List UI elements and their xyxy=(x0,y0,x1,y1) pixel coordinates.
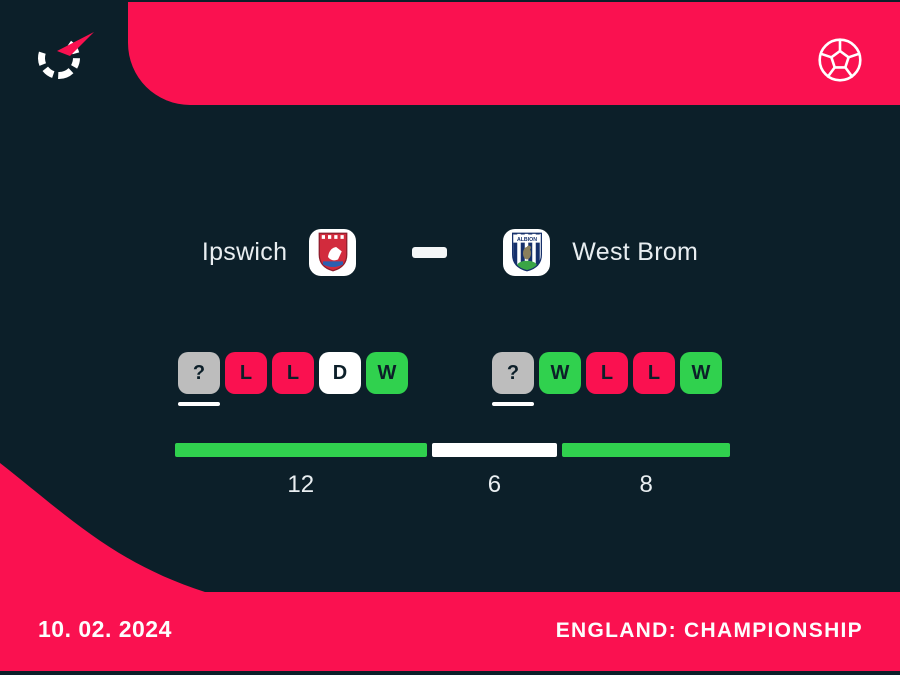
form-badge-win: W xyxy=(366,352,408,406)
form-result-letter: D xyxy=(319,352,361,394)
away-form-row: ? W L L W xyxy=(492,352,722,406)
svg-text:ALBION: ALBION xyxy=(517,237,537,243)
home-team-crest-icon xyxy=(309,228,357,276)
flashscore-logo-icon xyxy=(38,32,94,79)
form-badge-loss: L xyxy=(225,352,267,406)
form-result-letter: W xyxy=(366,352,408,394)
footer-band xyxy=(0,463,900,671)
upcoming-match-indicator xyxy=(492,402,534,406)
football-ball-icon xyxy=(818,38,862,82)
form-badge-loss: L xyxy=(586,352,628,406)
form-badge-unknown: ? xyxy=(492,352,534,406)
away-team-name: West Brom xyxy=(572,237,699,266)
h2h-bar: 12 6 8 xyxy=(175,443,730,499)
teams-row: Ipswich xyxy=(0,223,900,281)
h2h-segment-value: 6 xyxy=(487,471,502,498)
form-result-letter: L xyxy=(586,352,628,394)
form-result-letter: L xyxy=(225,352,267,394)
home-team-name: Ipswich xyxy=(201,237,288,266)
home-form-row: ? L L D W xyxy=(178,352,408,406)
h2h-segment-win-away: 8 xyxy=(562,443,730,499)
form-badge-win: W xyxy=(539,352,581,406)
league-label: ENGLAND: CHAMPIONSHIP xyxy=(555,619,863,642)
h2h-segment-bar xyxy=(562,443,730,457)
form-badge-loss: L xyxy=(633,352,675,406)
form-result-letter: ? xyxy=(492,352,534,394)
form-badge-draw: D xyxy=(319,352,361,406)
h2h-segment-bar xyxy=(175,443,427,457)
header-band xyxy=(128,2,900,105)
upcoming-match-indicator xyxy=(178,402,220,406)
form-badge-loss: L xyxy=(272,352,314,406)
form-result-letter: L xyxy=(272,352,314,394)
form-badge-win: W xyxy=(680,352,722,406)
form-result-letter: W xyxy=(680,352,722,394)
vs-dash-icon xyxy=(412,246,448,258)
h2h-segment-value: 8 xyxy=(639,471,653,498)
away-team-crest-icon: ALBION xyxy=(503,228,551,276)
form-result-letter: ? xyxy=(178,352,220,394)
match-date: 10. 02. 2024 xyxy=(38,616,172,642)
h2h-segment-win-home: 12 xyxy=(175,443,427,499)
form-result-letter: W xyxy=(539,352,581,394)
form-result-letter: L xyxy=(633,352,675,394)
h2h-segment-value: 12 xyxy=(287,471,315,498)
h2h-segment-draw: 6 xyxy=(431,443,558,499)
form-badge-unknown: ? xyxy=(178,352,220,406)
h2h-segment-bar xyxy=(431,443,558,457)
